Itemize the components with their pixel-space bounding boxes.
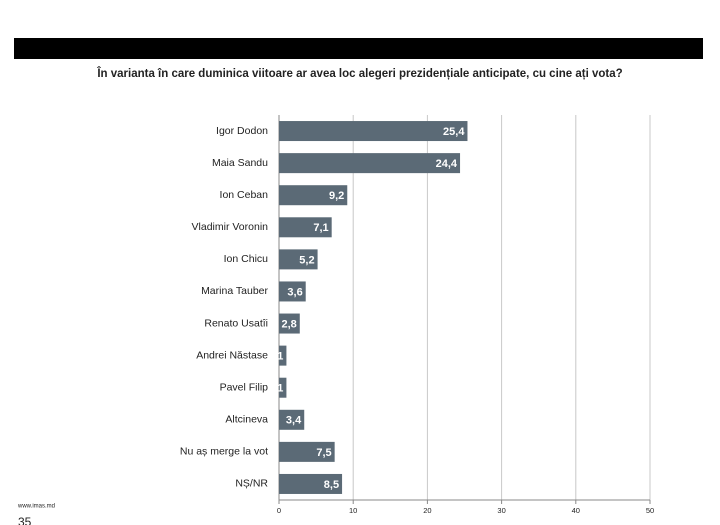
bar [279, 121, 468, 142]
bar [279, 217, 332, 238]
y-tick-label: NȘ/NR [235, 478, 268, 490]
value-label: 5,2 [299, 254, 314, 266]
value-label: 9,2 [329, 190, 344, 202]
value-label: 3,4 [286, 415, 302, 427]
bar [279, 473, 343, 494]
value-label: 3,6 [287, 286, 302, 298]
x-tick-label: 40 [572, 506, 580, 515]
y-tick-label: Altcineva [225, 414, 268, 426]
bar [279, 377, 287, 398]
value-label: 24,4 [436, 158, 458, 170]
bar [279, 409, 305, 430]
x-tick-label: 10 [349, 506, 357, 515]
page-number: 35 [18, 515, 32, 525]
y-tick-label: Igor Dodon [216, 125, 268, 137]
value-label: 2,8 [281, 318, 296, 330]
bar [279, 345, 287, 366]
bar [279, 153, 461, 174]
x-tick-label: 0 [277, 506, 281, 515]
y-tick-label: Marina Tauber [201, 285, 268, 297]
x-tick-label: 50 [646, 506, 654, 515]
y-tick-label: Vladimir Voronin [192, 221, 269, 233]
value-label: 25,4 [443, 126, 465, 138]
y-tick-label: Ion Ceban [220, 189, 269, 201]
y-tick-label: Andrei Năstase [196, 349, 268, 361]
y-tick-label: Nu aș merge la vot [180, 446, 268, 458]
value-label: 7,1 [313, 222, 328, 234]
y-tick-label: Renato Usatîi [204, 317, 268, 329]
chart-title: În varianta în care duminica viitoare ar… [96, 67, 622, 80]
y-tick-label: Pavel Filip [220, 381, 269, 393]
y-tick-label: Ion Chicu [224, 253, 269, 265]
value-label: 1 [277, 383, 283, 395]
value-label: 1 [277, 351, 283, 363]
bar [279, 249, 318, 270]
bar [279, 313, 300, 334]
bar [279, 185, 348, 206]
header-bar [14, 38, 703, 59]
x-tick-label: 20 [423, 506, 431, 515]
bar [279, 441, 335, 462]
source: www.imas.md [17, 504, 55, 510]
bar [279, 281, 306, 302]
value-label: 8,5 [324, 479, 339, 491]
y-tick-label: Maia Sandu [212, 157, 268, 169]
value-label: 7,5 [316, 447, 331, 459]
x-tick-label: 30 [497, 506, 505, 515]
